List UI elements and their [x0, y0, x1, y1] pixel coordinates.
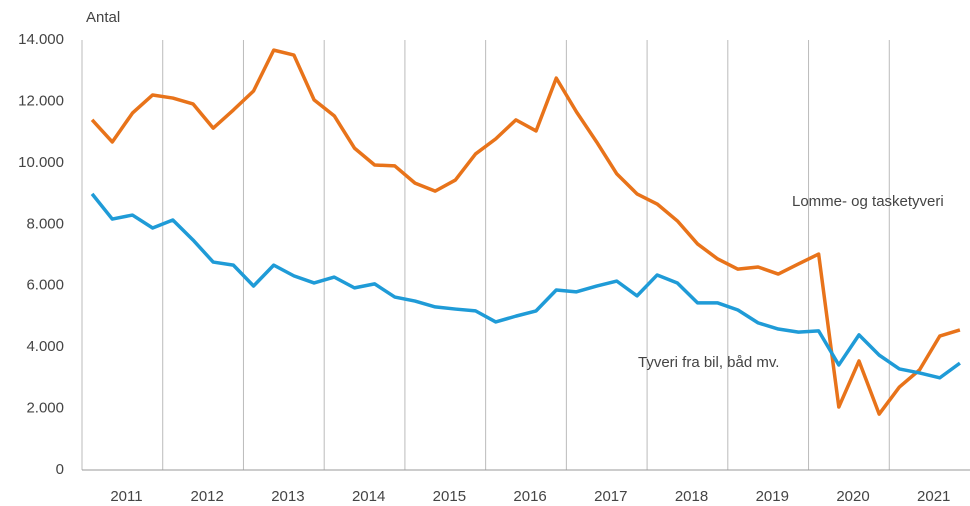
- x-tick-label: 2017: [594, 488, 627, 505]
- y-tick-label: 12.000: [18, 92, 64, 109]
- x-tick-label: 2016: [513, 488, 546, 505]
- y-tick-label: 10.000: [18, 154, 64, 171]
- x-tick-label: 2019: [756, 488, 789, 505]
- y-tick-label: 14.000: [18, 31, 64, 48]
- y-axis-label: Antal: [86, 9, 120, 26]
- series-line: [90, 192, 961, 380]
- x-tick-label: 2013: [271, 488, 304, 505]
- series-label: Lomme- og tasketyveri: [792, 193, 944, 210]
- x-tick-label: 2021: [917, 488, 950, 505]
- y-tick-label: 2.000: [26, 400, 64, 417]
- series-label: Tyveri fra bil, båd mv.: [638, 354, 779, 371]
- x-tick-label: 2018: [675, 488, 708, 505]
- y-tick-label: 4.000: [26, 338, 64, 355]
- y-tick-label: 8.000: [26, 215, 64, 232]
- x-tick-label: 2012: [190, 488, 223, 505]
- x-tick-label: 2014: [352, 488, 385, 505]
- x-tick-label: 2015: [433, 488, 466, 505]
- y-tick-label: 0: [56, 461, 64, 478]
- x-tick-label: 2020: [836, 488, 869, 505]
- y-tick-label: 6.000: [26, 277, 64, 294]
- series-line: [90, 48, 961, 416]
- x-tick-label: 2011: [110, 488, 142, 505]
